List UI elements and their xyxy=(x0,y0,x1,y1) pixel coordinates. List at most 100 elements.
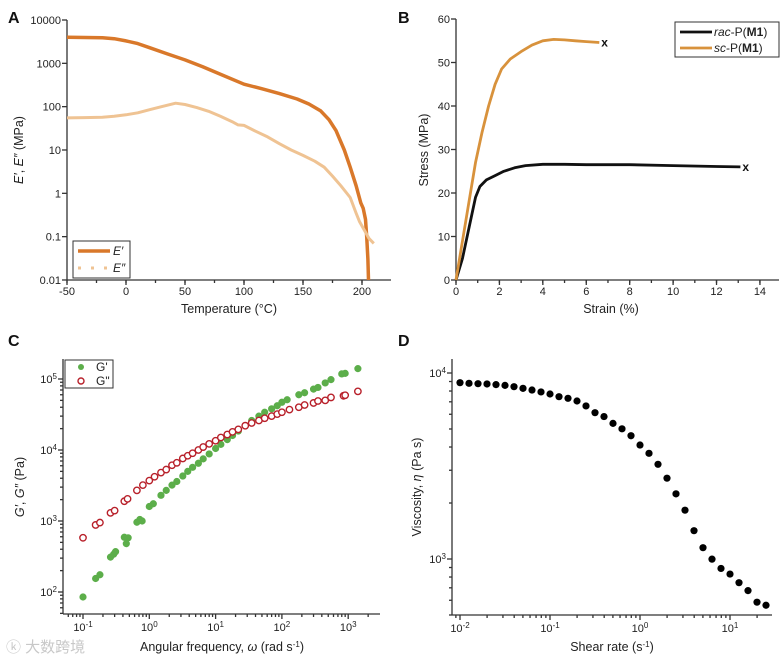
storage-modulus-point xyxy=(122,540,130,548)
text-segment: 10 xyxy=(722,623,734,635)
text-segment: -P( xyxy=(731,25,747,39)
loss-modulus-point xyxy=(260,414,269,423)
y-tick-label: 40 xyxy=(438,101,450,113)
loss-modulus-point xyxy=(123,494,132,503)
storage-modulus-point xyxy=(273,402,281,410)
loss-modulus-point xyxy=(247,419,256,427)
viscosity-point xyxy=(672,490,680,498)
storage-modulus-point xyxy=(212,444,220,453)
x-tick-label: 4 xyxy=(540,286,546,298)
text-segment: Viscosity, xyxy=(410,481,424,536)
viscosity-point xyxy=(474,380,482,388)
x-tick-label: 101 xyxy=(207,620,224,635)
x-tick-label: -50 xyxy=(59,286,75,298)
text-segment: ) xyxy=(763,25,767,39)
storage-modulus-point xyxy=(341,369,349,377)
loss-modulus-point xyxy=(205,439,214,448)
loss-modulus-point xyxy=(321,396,330,405)
legend-label: sc-P(M1) xyxy=(714,41,763,55)
storage-modulus-point xyxy=(168,481,176,489)
loss-modulus-point xyxy=(162,465,171,474)
x-axis-title: Strain (%) xyxy=(583,302,639,316)
y-tick-label: 20 xyxy=(438,188,450,200)
viscosity-point xyxy=(609,419,617,427)
loss-modulus-point xyxy=(314,397,322,405)
x-tick-label: 10 xyxy=(667,286,679,298)
viscosity-point xyxy=(483,380,491,388)
y-tick-label: 60 xyxy=(438,14,450,26)
y-tick-label: 102 xyxy=(40,585,57,600)
x-tick-label: 10-1 xyxy=(73,620,93,635)
legend: E′ E″ xyxy=(72,240,131,279)
y-tick-label: 100 xyxy=(43,102,61,114)
viscosity-point xyxy=(663,474,671,482)
text-segment: Stress (MPa) xyxy=(417,114,431,187)
storage-modulus-point xyxy=(354,365,362,373)
text-segment: 10 xyxy=(540,623,552,635)
viscosity-point xyxy=(465,379,473,387)
viscosity-point xyxy=(762,601,770,609)
panel-letter: B xyxy=(398,10,410,27)
x-axis-title: Temperature (°C) xyxy=(181,302,277,316)
viscosity-point xyxy=(690,527,698,535)
legend: rac-P(M1)sc-P(M1) xyxy=(674,21,780,58)
plot-area xyxy=(79,365,362,601)
panel-letter: C xyxy=(8,333,20,350)
text-segment: Temperature (°C) xyxy=(181,302,277,316)
loss-modulus-point xyxy=(138,481,147,490)
x-tick-label: 2 xyxy=(496,286,502,298)
loss-modulus-line xyxy=(66,101,375,245)
storage-modulus-point xyxy=(321,379,329,387)
y-tick-label: 1000 xyxy=(37,58,61,70)
y-tick-label: 10 xyxy=(438,232,450,244)
text-segment: 10 xyxy=(632,623,644,635)
text-segment: -1 xyxy=(642,640,650,649)
viscosity-point xyxy=(627,432,635,440)
panel-B: B 0 2 4 6 8 10 12 14 0 10 20 30 40 50 60 Strain (%) Stres… xyxy=(398,10,780,316)
storage-modulus-line xyxy=(66,35,371,281)
text-segment: 0 xyxy=(153,620,158,629)
text-segment: M1 xyxy=(742,41,759,55)
legend-label: G" xyxy=(96,374,110,388)
viscosity-point xyxy=(492,381,500,389)
storage-modulus-point xyxy=(189,463,197,471)
plot-area xyxy=(66,35,375,281)
text-segment: (MPa) xyxy=(12,116,26,154)
text-segment: 10 xyxy=(40,445,52,457)
axes xyxy=(62,19,391,285)
storage-modulus-point xyxy=(96,571,104,579)
legend-box xyxy=(674,21,780,58)
x-tick-label: 50 xyxy=(179,286,191,298)
text-segment: ) xyxy=(650,640,654,654)
storage-modulus-point xyxy=(283,396,291,404)
x-tick-label: 101 xyxy=(722,621,739,636)
text-segment: Angular frequency, xyxy=(140,640,247,654)
storage-modulus-point xyxy=(111,548,120,556)
y-axis-title: Stress (MPa) xyxy=(417,114,431,187)
text-segment: 10 xyxy=(73,622,85,634)
text-segment: 10 xyxy=(429,554,441,566)
viscosity-point xyxy=(501,381,509,389)
legend-label: E″ xyxy=(113,261,126,275)
loss-modulus-point xyxy=(199,443,208,451)
text-segment: ) xyxy=(759,41,763,55)
viscosity-point xyxy=(600,412,608,421)
text-segment: 10 xyxy=(274,622,286,634)
axes xyxy=(451,18,779,285)
storage-modulus-point xyxy=(138,517,146,525)
legend-swatch xyxy=(78,364,84,370)
legend: G'G" xyxy=(64,359,114,389)
y-tick-label: 0 xyxy=(444,275,450,287)
text-segment: Shear rate (s xyxy=(570,640,642,654)
panel-A: A -50 0 50 100 150 200 0.01 0.1 1 10 100 1000 10000 Te… xyxy=(8,10,391,316)
break-marker: x xyxy=(601,35,608,49)
text-segment: 10 xyxy=(340,622,352,634)
viscosity-point xyxy=(681,506,689,514)
y-tick-label: 103 xyxy=(40,514,57,529)
y-tick-label: 1 xyxy=(55,188,61,200)
storage-modulus-point xyxy=(162,486,170,494)
text-segment: sc xyxy=(714,41,726,55)
text-segment: 2 xyxy=(53,585,58,594)
